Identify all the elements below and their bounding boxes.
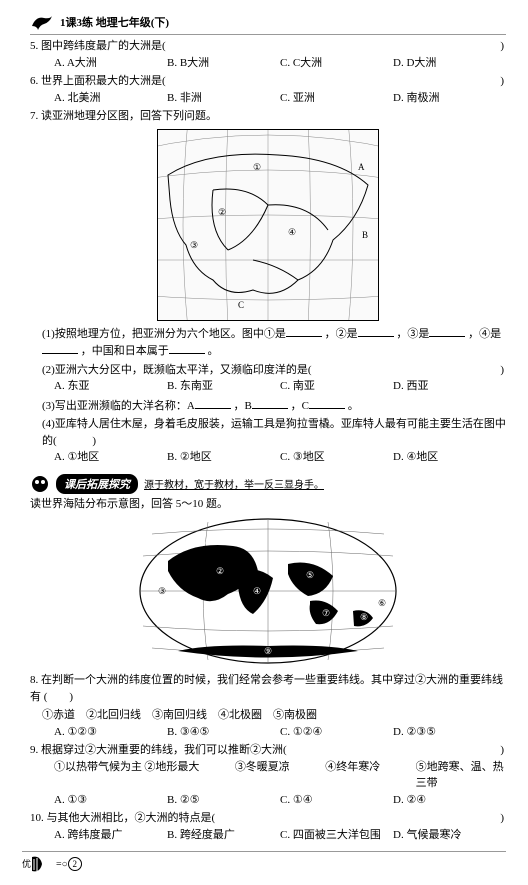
q6-opt-c: C. 亚洲	[280, 90, 393, 107]
q7-p2-options: A. 东亚 B. 东南亚 C. 南亚 D. 西亚	[54, 378, 506, 395]
q7-p3-d: 。	[348, 400, 359, 412]
q7-p2-stem: (2)亚洲六大分区中，既濒临太平洋，又濒临印度洋的是(	[42, 364, 312, 376]
q5-opt-b: B. B大洲	[167, 55, 280, 72]
svg-text:B: B	[362, 230, 368, 240]
q10-b: B. 跨经度最广	[167, 827, 280, 844]
q7-part1: (1)按照地理方位，把亚洲分为六个地区。图中①是 ，②是 ，③是 ，④是 ，中国…	[42, 325, 506, 360]
q9-items: ①以热带气候为主 ②地形最大 ③冬暖夏凉 ④终年寒冷 ⑤地跨寒、温、热三带	[54, 759, 506, 792]
q5-options: A. A大洲 B. B大洲 C. C大洲 D. D大洲	[54, 55, 506, 72]
q7-part3: (3)写出亚洲濒临的大洋名称：A ，B ，C 。	[42, 397, 506, 415]
asia-map: ① ② ③ ④ A B C	[157, 129, 379, 321]
header-divider	[30, 34, 506, 35]
q7-p4-options: A. ①地区 B. ②地区 C. ③地区 D. ④地区	[54, 449, 506, 466]
svg-text:⑧: ⑧	[360, 612, 368, 622]
q7-p1-d: ，④是	[468, 328, 501, 340]
q9-i2: ②地形最大	[144, 759, 234, 792]
svg-text:①: ①	[253, 162, 261, 172]
q7-p2-b: B. 东南亚	[167, 378, 280, 395]
footer: 优 =○2	[30, 851, 506, 875]
q7-p3-c: ，C	[291, 400, 309, 412]
q8-c: C. ①②④	[280, 724, 393, 741]
q7-p4-b: B. ②地区	[167, 449, 280, 466]
worldmap-intro: 读世界海陆分布示意图，回答 5～10 题。	[30, 496, 506, 513]
svg-text:⑦: ⑦	[322, 608, 330, 618]
svg-text:⑤: ⑤	[306, 570, 314, 580]
q7-p1-c: ，③是	[396, 328, 429, 340]
q6-options: A. 北美洲 B. 非洲 C. 亚洲 D. 南极洲	[54, 90, 506, 107]
world-map: ① ② ③ ④ ⑤ ⑥ ⑦ ⑧ ⑨	[138, 516, 398, 666]
q5-opt-d: D. D大洲	[393, 55, 506, 72]
q7-part4: (4)亚库特人居住木屋，身着毛皮服装，运输工具是狗拉雪橇。亚库特人最有可能主要生…	[42, 416, 506, 449]
q8-line2: ①赤道 ②北回归线 ③南回归线 ④北极圈 ⑤南极圈	[42, 707, 506, 724]
section-badge: 课后拓展探究 源于教材，宽于教材，举一反三显身手。	[30, 474, 506, 494]
footer-icon: 优	[22, 853, 52, 875]
q7-p2-a: A. 东亚	[54, 378, 167, 395]
q5-stem: 5. 图中跨纬度最广的大洲是(	[30, 40, 166, 52]
q8: 8. 在判断一个大洲的纬度位置的时候，我们经常会参考一些重要纬线。其中穿过②大洲…	[30, 672, 506, 705]
q8-stem: 8. 在判断一个大洲的纬度位置的时候，我们经常会参考一些重要纬线。其中穿过②大洲…	[30, 674, 503, 703]
q6: 6. 世界上面积最大的大洲是()	[30, 73, 506, 90]
q7-p3-b: ，B	[234, 400, 252, 412]
svg-text:②: ②	[216, 566, 224, 576]
q6-opt-a: A. 北美洲	[54, 90, 167, 107]
svg-text:④: ④	[288, 227, 296, 237]
q10: 10. 与其他大洲相比，②大洲的特点是()	[30, 810, 506, 827]
q6-opt-b: B. 非洲	[167, 90, 280, 107]
q10-stem: 10. 与其他大洲相比，②大洲的特点是(	[30, 812, 215, 824]
q7-p4-d: D. ④地区	[393, 449, 506, 466]
svg-text:⑥: ⑥	[378, 598, 386, 608]
q7-p2-d: D. 西亚	[393, 378, 506, 395]
q8-a: A. ①②③	[54, 724, 167, 741]
q5: 5. 图中跨纬度最广的大洲是()	[30, 38, 506, 55]
q9-i3: ③冬暖夏凉	[235, 759, 325, 792]
q7-part2: (2)亚洲六大分区中，既濒临太平洋，又濒临印度洋的是()	[42, 362, 506, 379]
svg-text:③: ③	[158, 586, 166, 596]
q5-opt-c: C. C大洲	[280, 55, 393, 72]
q5-opt-a: A. A大洲	[54, 55, 167, 72]
q7-p4-a: A. ①地区	[54, 449, 167, 466]
svg-text:C: C	[238, 300, 244, 310]
q7-p1-b: ，②是	[325, 328, 358, 340]
q7-p2-c: C. 南亚	[280, 378, 393, 395]
q9-stem: 9. 根据穿过②大洲重要的纬线，我们可以推断②大洲(	[30, 744, 287, 756]
svg-text:②: ②	[218, 207, 226, 217]
q9-i1: ①以热带气候为主	[54, 759, 144, 792]
svg-text:③: ③	[190, 240, 198, 250]
svg-text:④: ④	[253, 586, 261, 596]
q7-stem: 7. 读亚洲地理分区图，回答下列问题。	[30, 108, 506, 125]
svg-text:⑨: ⑨	[264, 646, 272, 656]
q6-opt-d: D. 南极洲	[393, 90, 506, 107]
q7-p1-a: (1)按照地理方位，把亚洲分为六个地区。图中①是	[42, 328, 286, 340]
dolphin-icon	[30, 12, 54, 32]
q7-p1-e: ，中国和日本属于	[81, 345, 169, 357]
q10-options: A. 跨纬度最广 B. 跨经度最广 C. 四面被三大洋包围 D. 气候最寒冷	[54, 827, 506, 844]
q10-d: D. 气候最寒冷	[393, 827, 506, 844]
q9-i4: ④终年寒冷	[325, 759, 415, 792]
mascot-icon	[30, 474, 50, 494]
q7-p3-a: (3)写出亚洲濒临的大洋名称：A	[42, 400, 195, 412]
q6-stem: 6. 世界上面积最大的大洲是(	[30, 75, 166, 87]
section-sub: 源于教材，宽于教材，举一反三显身手。	[144, 476, 324, 491]
svg-text:①: ①	[198, 538, 206, 548]
q10-c: C. 四面被三大洋包围	[280, 827, 393, 844]
q7-p4-stem: (4)亚库特人居住木屋，身着毛皮服装，运输工具是狗拉雪橇。亚库特人最有可能主要生…	[42, 418, 506, 447]
q9: 9. 根据穿过②大洲重要的纬线，我们可以推断②大洲()	[30, 742, 506, 759]
q10-a: A. 跨纬度最广	[54, 827, 167, 844]
page-number-value: 2	[68, 857, 82, 871]
svg-text:A: A	[358, 162, 365, 172]
q9-i5: ⑤地跨寒、温、热三带	[416, 759, 506, 792]
section-title: 课后拓展探究	[56, 474, 138, 494]
q7-p1-f: 。	[208, 345, 219, 357]
q8-d: D. ②③⑤	[393, 724, 506, 741]
header-title: 1课3练 地理七年级(下)	[60, 14, 169, 30]
q8-options: A. ①②③ B. ③④⑤ C. ①②④ D. ②③⑤	[54, 724, 506, 741]
svg-text:优: 优	[22, 858, 31, 869]
q7-p4-c: C. ③地区	[280, 449, 393, 466]
q8-b: B. ③④⑤	[167, 724, 280, 741]
page-number: =○2	[56, 857, 82, 871]
